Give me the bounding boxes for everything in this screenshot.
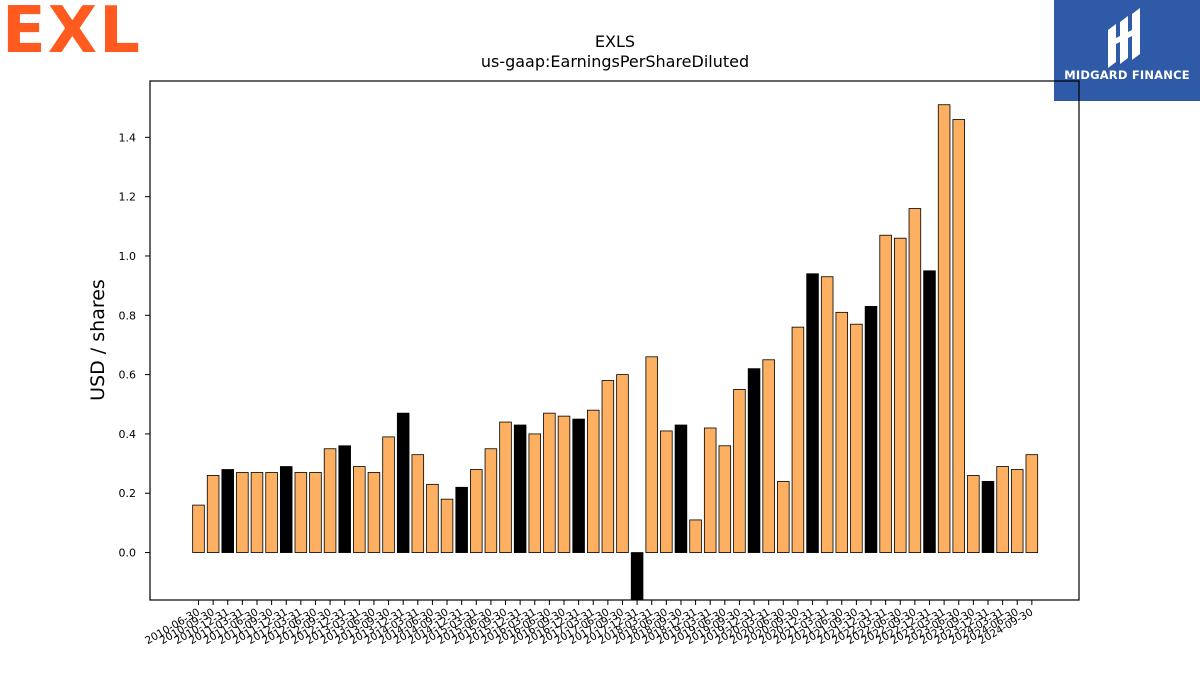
midgard-mark-icon [1108, 8, 1140, 68]
bar-2014-06-30 [426, 483, 439, 553]
chart-subtitle: us-gaap:EarningsPerShareDiluted [480, 52, 750, 71]
bar-2010-06-30 [192, 504, 205, 553]
bar-2018-06-30 [660, 430, 673, 553]
bar-2021-03-31 [820, 276, 834, 553]
bar-2011-09-30 [265, 472, 278, 553]
bar-2019-06-30 [718, 445, 732, 553]
bar-2012-09-30 [323, 448, 337, 553]
bar-2020-06-30 [777, 480, 790, 553]
midgard-finance-label: MIDGARD FINANCE [1064, 68, 1190, 82]
bar-2013-03-31 [353, 466, 366, 553]
bar-2015-03-31 [470, 469, 483, 553]
x-axis-ticks: 2010-06-302010-09-302010-12-312011-03-31… [143, 600, 1035, 647]
bar-2019-03-31 [703, 427, 717, 553]
bar-2013-06-30 [367, 472, 381, 553]
bar-2014-09-30 [440, 498, 454, 553]
midgard-finance-logo: MIDGARD FINANCE [1054, 0, 1200, 101]
bar-2017-12-31 [630, 552, 644, 601]
bar-2020-09-30 [791, 326, 805, 553]
bar-2010-12-31 [221, 469, 234, 553]
bar-2017-03-31 [586, 409, 600, 553]
bar-2024-03-31 [996, 466, 1009, 553]
bar-2022-03-31 [879, 234, 892, 553]
bar-2012-12-31 [338, 445, 351, 553]
plot-frame [149, 80, 1080, 601]
bar-2015-09-30 [499, 421, 512, 553]
bar-2024-06-30 [1010, 469, 1024, 553]
bar-2017-06-30 [601, 380, 615, 553]
bar-2016-09-30 [557, 415, 571, 553]
bar-2014-12-31 [455, 486, 468, 553]
y-tick-label: 0.4 [119, 428, 137, 441]
bar-2012-06-30 [309, 472, 322, 553]
y-tick-label: 0.0 [119, 547, 137, 560]
bar-2018-09-30 [674, 424, 688, 553]
bar-2020-12-31 [806, 273, 819, 553]
bar-2023-06-30 [952, 119, 965, 553]
bar-2011-03-31 [236, 472, 249, 553]
bar-2011-12-31 [279, 466, 293, 553]
y-tick-label: 1.2 [119, 191, 137, 204]
bar-2021-06-30 [835, 311, 849, 553]
bar-2023-12-31 [981, 480, 995, 553]
y-tick-label: 0.6 [119, 369, 137, 382]
bar-2017-09-30 [616, 374, 629, 553]
bars-group [192, 104, 1039, 601]
bar-2018-03-31 [645, 356, 658, 553]
y-axis-ticks: 0.0 0.2 0.4 0.6 0.8 1.0 1.2 1.4 [119, 131, 150, 560]
bar-2013-12-31 [396, 412, 410, 553]
bar-2021-12-31 [864, 305, 878, 553]
bar-2011-06-30 [250, 472, 264, 553]
y-tick-label: 0.8 [119, 309, 137, 322]
bar-2023-09-30 [967, 475, 980, 553]
bar-2010-09-30 [206, 475, 220, 553]
bar-2018-12-31 [689, 519, 702, 553]
bar-2015-06-30 [484, 448, 498, 553]
bar-2015-12-31 [513, 424, 527, 553]
y-tick-label: 1.0 [119, 250, 137, 263]
bar-2022-06-30 [894, 237, 907, 553]
exl-logo: EXL [2, 0, 142, 68]
bar-2022-09-30 [908, 208, 922, 553]
chart-title: EXLS [594, 32, 636, 51]
y-tick-label: 1.4 [119, 131, 137, 144]
bar-2016-12-31 [572, 418, 585, 553]
bar-2012-03-31 [294, 472, 308, 553]
bar-2019-09-30 [733, 389, 746, 553]
bar-2013-09-30 [382, 436, 395, 553]
bar-2022-12-31 [923, 270, 936, 553]
bar-2023-03-31 [937, 104, 951, 553]
bar-2014-03-31 [411, 454, 425, 553]
bar-2020-03-31 [762, 359, 775, 553]
y-tick-label: 0.2 [119, 487, 137, 500]
bar-2016-06-30 [543, 412, 556, 553]
bar-2019-12-31 [747, 368, 761, 553]
y-axis-label: USD / shares [87, 279, 109, 401]
bar-2016-03-31 [528, 433, 542, 553]
bar-2024-09-30 [1025, 454, 1039, 553]
bar-2021-09-30 [850, 323, 863, 553]
